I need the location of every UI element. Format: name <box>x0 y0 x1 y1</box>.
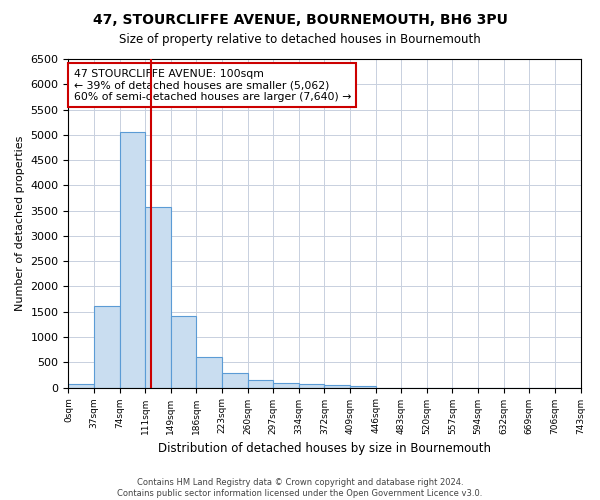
X-axis label: Distribution of detached houses by size in Bournemouth: Distribution of detached houses by size … <box>158 442 491 455</box>
Bar <box>68 384 94 388</box>
Bar <box>325 386 350 388</box>
Bar <box>171 316 196 388</box>
Bar <box>222 373 248 388</box>
Bar <box>196 356 222 388</box>
Bar <box>145 207 171 388</box>
Bar <box>248 380 273 388</box>
Bar <box>350 386 376 388</box>
Bar <box>94 306 119 388</box>
Text: 47, STOURCLIFFE AVENUE, BOURNEMOUTH, BH6 3PU: 47, STOURCLIFFE AVENUE, BOURNEMOUTH, BH6… <box>92 12 508 26</box>
Bar <box>119 132 145 388</box>
Bar <box>299 384 325 388</box>
Y-axis label: Number of detached properties: Number of detached properties <box>15 136 25 311</box>
Text: 47 STOURCLIFFE AVENUE: 100sqm
← 39% of detached houses are smaller (5,062)
60% o: 47 STOURCLIFFE AVENUE: 100sqm ← 39% of d… <box>74 69 351 102</box>
Text: Size of property relative to detached houses in Bournemouth: Size of property relative to detached ho… <box>119 32 481 46</box>
Text: Contains HM Land Registry data © Crown copyright and database right 2024.
Contai: Contains HM Land Registry data © Crown c… <box>118 478 482 498</box>
Bar <box>273 383 299 388</box>
